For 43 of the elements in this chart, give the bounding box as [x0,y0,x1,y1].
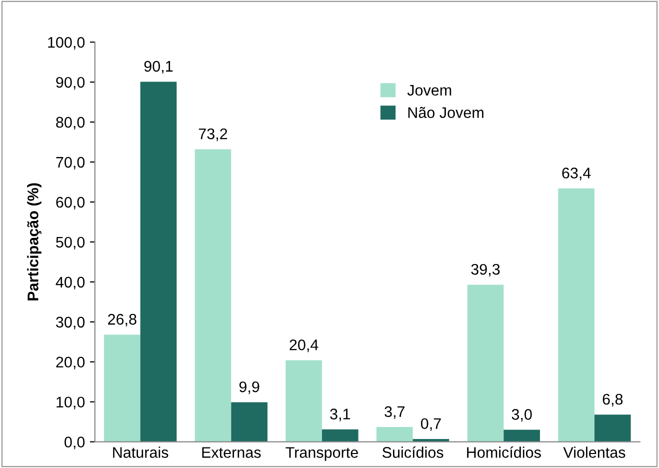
data-label: 3,1 [330,408,350,422]
data-label: 6,8 [602,394,623,406]
x-tick-label: Externas [202,447,261,458]
data-label: 3,7 [384,406,404,419]
data-label: 0,7 [420,418,441,431]
y-tick-label: 90,0 [56,76,85,90]
y-tick-label: 0,0 [64,436,85,450]
y-tick-label: 20,0 [56,356,85,370]
bar [594,414,631,442]
x-tick-label: Naturais [113,446,168,458]
bar [140,82,177,442]
data-label: 26,8 [108,314,136,327]
x-tick-label: Suicídios [382,446,444,458]
x-tick-label: Homicídios [467,446,541,458]
y-tick-label: 30,0 [56,316,85,330]
y-tick-label: 100,0 [48,36,85,50]
y-tick-label: 10,0 [56,396,85,410]
x-tick-label: Transporte [286,447,358,461]
y-tick-label: 50,0 [56,236,85,250]
data-label: 63,4 [562,168,591,180]
data-label: 39,3 [471,264,500,277]
y-tick-label: 80,0 [56,116,85,130]
bar [322,429,358,442]
y-tick-label: 60,0 [56,196,85,210]
data-label: 90,1 [144,60,173,74]
bar [376,427,413,442]
bar [286,360,322,442]
bar [558,188,594,442]
bar [504,430,540,442]
bar [231,402,268,442]
bar [104,334,140,442]
x-tick-label: Violentas [563,446,626,458]
bar [467,284,504,442]
data-label: 3,0 [512,409,532,422]
y-tick-label: 40,0 [56,276,85,290]
legend-label: Jovem [407,84,452,96]
data-label: 73,2 [198,128,228,142]
data-label: 20,4 [290,339,318,352]
y-tick-label: 70,0 [56,156,85,170]
data-label: 9,9 [239,381,260,394]
y-axis-title: Participação (%) [27,183,42,300]
legend-label: Não Jovem [408,106,484,118]
bar [194,149,232,442]
